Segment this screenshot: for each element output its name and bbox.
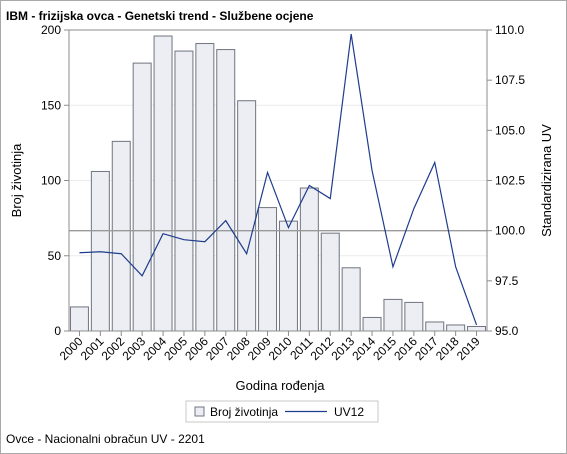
legend-box (185, 400, 379, 423)
y-left-tick-label: 150 (41, 98, 61, 112)
bar (216, 49, 236, 332)
footnote: Ovce - Nacionalni obračun UV - 2201 (6, 432, 205, 446)
y-right-tick-label: 95.0 (495, 324, 519, 338)
bar (195, 43, 215, 332)
bar (278, 220, 298, 332)
bar (299, 187, 319, 332)
y-right-tick-label: 105.0 (495, 123, 525, 137)
y-right-tick-label: 107.5 (495, 73, 525, 87)
y-axis-right-label: Standardizirana UV (539, 124, 554, 237)
bar (383, 298, 403, 332)
bar (467, 325, 487, 332)
y-axis-left-label: Broj životinja (9, 143, 24, 217)
y-right-tick-label: 110.0 (495, 23, 524, 37)
legend: Broj životinja UV12 (185, 400, 379, 423)
chart-title: IBM - frizijska ovca - Genetski trend - … (6, 9, 314, 23)
x-axis-label: Godina rođenja (236, 378, 326, 393)
bar (404, 301, 424, 332)
bar (132, 62, 152, 332)
bar (341, 267, 361, 332)
bar (69, 306, 89, 332)
bar (362, 316, 382, 332)
x-tick-label: 2019 (454, 334, 483, 363)
bar (258, 207, 278, 332)
y-left-tick-label: 100 (41, 174, 61, 188)
bar (320, 232, 340, 332)
y-left-tick-label: 50 (48, 249, 62, 263)
y-right-tick-label: 102.5 (495, 174, 525, 188)
bar (446, 324, 466, 332)
y-right-tick-label: 100.0 (495, 224, 525, 238)
y-left-tick-label: 200 (41, 23, 61, 37)
legend-bar-swatch (194, 406, 205, 417)
bar (174, 50, 194, 332)
y-left-tick-label: 0 (54, 324, 61, 338)
legend-bar-label: Broj životinja (210, 405, 278, 419)
bar (153, 35, 173, 332)
y-right-tick-label: 97.5 (495, 274, 519, 288)
bar (111, 140, 131, 332)
uv12-series-line (79, 33, 478, 326)
bar (237, 100, 257, 332)
bar (425, 321, 445, 332)
legend-line-label: UV12 (334, 405, 364, 419)
